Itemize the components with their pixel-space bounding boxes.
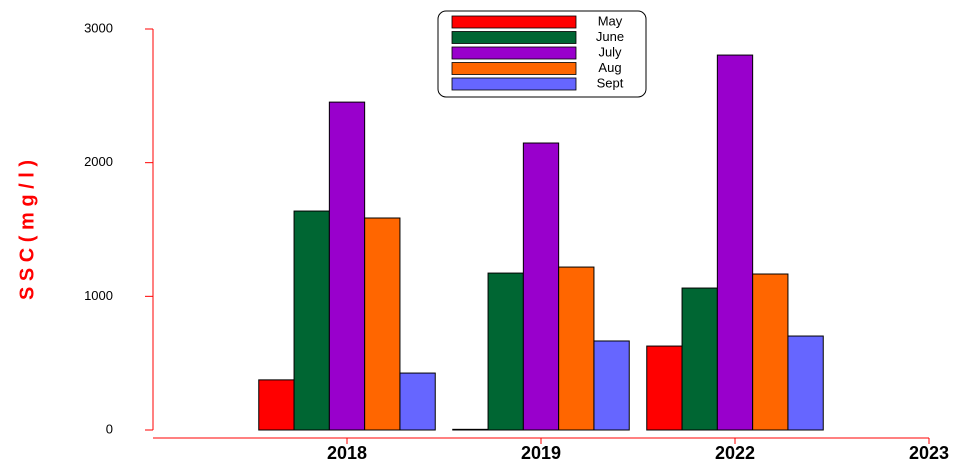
bar: [293, 210, 330, 431]
y-axis-label: S S C ( m g / l ): [16, 160, 38, 300]
legend-swatch: [451, 62, 577, 75]
bar: [328, 101, 366, 431]
bar: [681, 287, 718, 431]
legend-label: Aug: [598, 60, 621, 75]
y-tick-label: 2000: [84, 154, 113, 169]
x-tick-label: 2018: [327, 443, 367, 463]
x-tick-label: 2023: [909, 443, 949, 463]
legend-swatch: [451, 77, 577, 91]
legend-swatch: [451, 31, 577, 44]
y-tick-label: 3000: [84, 20, 113, 35]
bar: [716, 54, 754, 431]
x-tick-label: 2019: [521, 443, 561, 463]
bar: [787, 335, 824, 431]
legend-label: Sept: [597, 75, 624, 90]
bar: [646, 345, 683, 431]
x-tick-label: 2022: [715, 443, 755, 463]
legend-swatch: [451, 15, 577, 29]
bar: [558, 266, 595, 431]
bar: [487, 272, 524, 431]
legend-label: June: [596, 29, 624, 44]
legend-label: May: [598, 13, 623, 28]
bar: [593, 340, 630, 431]
y-tick-label: 1000: [84, 288, 113, 303]
legend-label: July: [598, 44, 622, 59]
bar: [364, 217, 401, 431]
legend-swatch: [451, 46, 577, 60]
y-tick-label: 0: [106, 421, 113, 436]
bar: [399, 372, 436, 431]
bar: [258, 379, 295, 431]
bar: [522, 142, 560, 431]
bar: [752, 273, 789, 431]
bar: [452, 428, 489, 431]
